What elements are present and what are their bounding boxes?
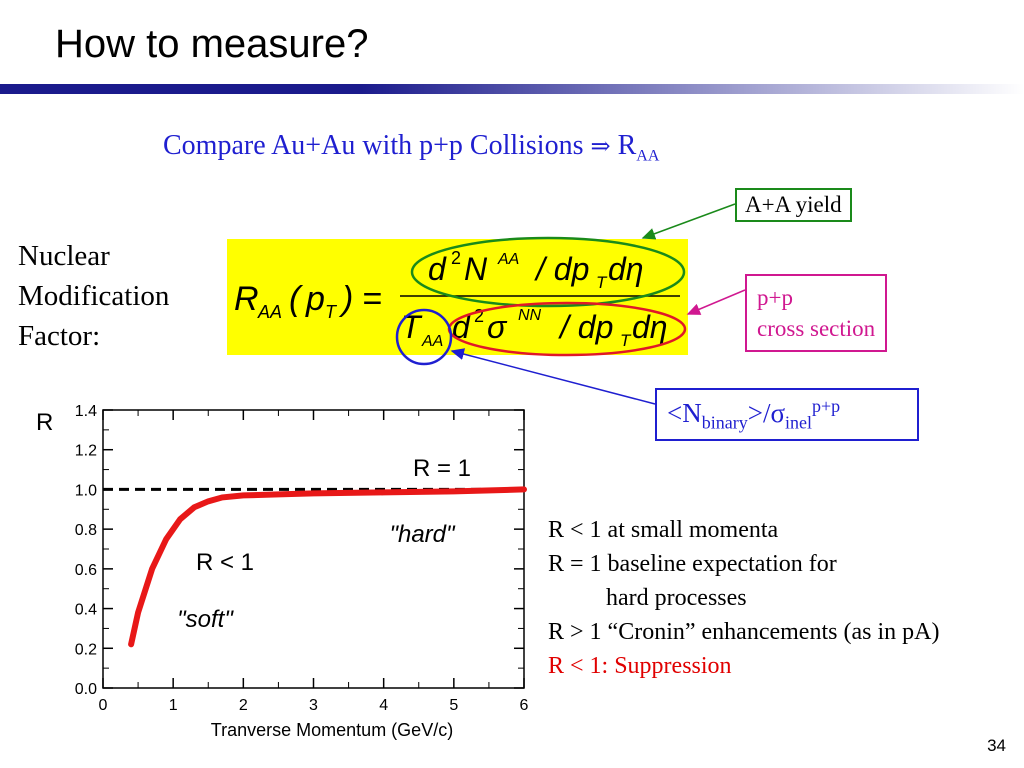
den-dp-sub: T bbox=[620, 331, 632, 350]
annotation-soft: "soft" bbox=[177, 606, 234, 633]
den-sigma: σ bbox=[487, 309, 508, 345]
nbinary-label: <Nbinary>/σinelp+p bbox=[655, 388, 919, 442]
nmf-label: Nuclear Modification Factor: bbox=[18, 236, 169, 356]
lhs-open-paren: ( bbox=[289, 280, 304, 318]
lhs-p: p bbox=[305, 280, 325, 318]
x-tick-label: 6 bbox=[520, 697, 529, 714]
den-sigma-sup: NN bbox=[518, 307, 542, 324]
lhs-equals: = bbox=[362, 280, 382, 318]
aa-yield-arrow bbox=[641, 203, 736, 240]
formula-denominator: T AA d 2 σ NN / dp T dη bbox=[401, 306, 668, 350]
taa-circle bbox=[395, 308, 453, 366]
num-deta: dη bbox=[608, 251, 644, 287]
nbinary-gt: >/σ bbox=[747, 398, 786, 428]
subtitle-r-sub: AA bbox=[636, 147, 660, 165]
num-exp: 2 bbox=[451, 248, 461, 268]
pp-line-1: p+p bbox=[757, 285, 793, 310]
annotation-r-equals-1: R = 1 bbox=[413, 455, 471, 482]
den-exp: 2 bbox=[474, 306, 484, 326]
nbinary-sup: p+p bbox=[812, 396, 841, 416]
num-dp: / dp bbox=[534, 251, 589, 287]
y-axis-label: R bbox=[36, 409, 53, 436]
nbinary-arrow bbox=[450, 348, 656, 405]
subtitle: Compare Au+Au with p+p Collisions ⇒ RAA bbox=[163, 130, 659, 166]
chart-axes: 0.0 0.2 0.4 0.6 0.8 1.0 1.2 1.4 0 1 2 3 4 5 6 bbox=[75, 403, 529, 714]
den-d: d bbox=[452, 309, 471, 345]
y-tick-label: 0.6 bbox=[75, 562, 97, 579]
note-line-4: R > 1 “Cronin” enhancements (as in pA) bbox=[548, 619, 940, 645]
y-tick-label: 1.0 bbox=[75, 482, 97, 499]
aa-yield-label: A+A yield bbox=[735, 188, 852, 222]
pp-cross-section-label: p+p cross section bbox=[745, 274, 888, 352]
annotation-r-less-1: R < 1 bbox=[196, 549, 254, 576]
num-d: d bbox=[428, 251, 447, 287]
lhs-r-sub: AA bbox=[257, 302, 282, 322]
pp-line-2: cross section bbox=[757, 316, 876, 341]
nmf-line-3: Factor: bbox=[18, 320, 101, 352]
note-line-2: R = 1 baseline expectation for bbox=[548, 551, 837, 577]
lhs-p-sub: T bbox=[325, 302, 338, 322]
x-tick-label: 0 bbox=[99, 697, 108, 714]
den-t: T bbox=[401, 309, 423, 345]
den-deta: dη bbox=[632, 309, 668, 345]
y-tick-label: 0.0 bbox=[75, 681, 97, 698]
formula-lhs: R AA ( p T ) = bbox=[234, 280, 382, 322]
den-t-sub: AA bbox=[421, 333, 443, 350]
nmf-line-2: Modification bbox=[18, 280, 170, 312]
title-rule bbox=[0, 84, 1024, 94]
x-tick-label: 2 bbox=[239, 697, 248, 714]
page-number: 34 bbox=[987, 736, 1006, 755]
note-line-1: R < 1 at small momenta bbox=[548, 517, 779, 543]
subtitle-text: Compare Au+Au with p+p Collisions bbox=[163, 130, 584, 161]
lhs-close-paren: ) bbox=[338, 280, 353, 318]
lhs-r: R bbox=[234, 280, 259, 318]
x-tick-label: 5 bbox=[449, 697, 458, 714]
annotation-hard: "hard" bbox=[389, 521, 456, 548]
y-tick-label: 1.4 bbox=[75, 403, 97, 420]
nmf-line-1: Nuclear bbox=[18, 240, 110, 272]
y-tick-label: 0.2 bbox=[75, 641, 97, 658]
formula-numerator: d 2 N AA / dp T dη bbox=[428, 248, 644, 292]
x-tick-label: 1 bbox=[169, 697, 178, 714]
pp-arrow bbox=[686, 289, 746, 315]
subtitle-r: R bbox=[617, 130, 637, 161]
plot-frame bbox=[102, 409, 525, 689]
implies-icon: ⇒ bbox=[590, 132, 611, 160]
note-line-5: R < 1: Suppression bbox=[548, 653, 732, 679]
x-tick-label: 4 bbox=[379, 697, 388, 714]
y-tick-label: 1.2 bbox=[75, 443, 97, 460]
notes-list: R < 1 at small momenta R = 1 baseline ex… bbox=[548, 513, 939, 683]
num-n: N bbox=[464, 251, 488, 287]
num-n-sup: AA bbox=[497, 251, 519, 268]
nbinary-sub2: inel bbox=[785, 412, 813, 433]
nbinary-sub1: binary bbox=[701, 412, 748, 433]
den-dp: / dp bbox=[558, 309, 613, 345]
num-dp-sub: T bbox=[596, 273, 608, 292]
note-line-3: hard processes bbox=[606, 585, 747, 611]
nbinary-lt: <N bbox=[667, 398, 702, 428]
numerator-ellipse bbox=[410, 236, 686, 308]
raa-curve bbox=[128, 486, 527, 648]
y-tick-label: 0.4 bbox=[75, 602, 97, 619]
raa-chart: R Tranverse Momentum (GeV/c) R = 1 "hard… bbox=[36, 403, 529, 740]
x-tick-label: 3 bbox=[309, 697, 318, 714]
x-axis-label: Tranverse Momentum (GeV/c) bbox=[211, 720, 453, 740]
slide-title: How to measure? bbox=[55, 22, 369, 66]
y-tick-label: 0.8 bbox=[75, 522, 97, 539]
